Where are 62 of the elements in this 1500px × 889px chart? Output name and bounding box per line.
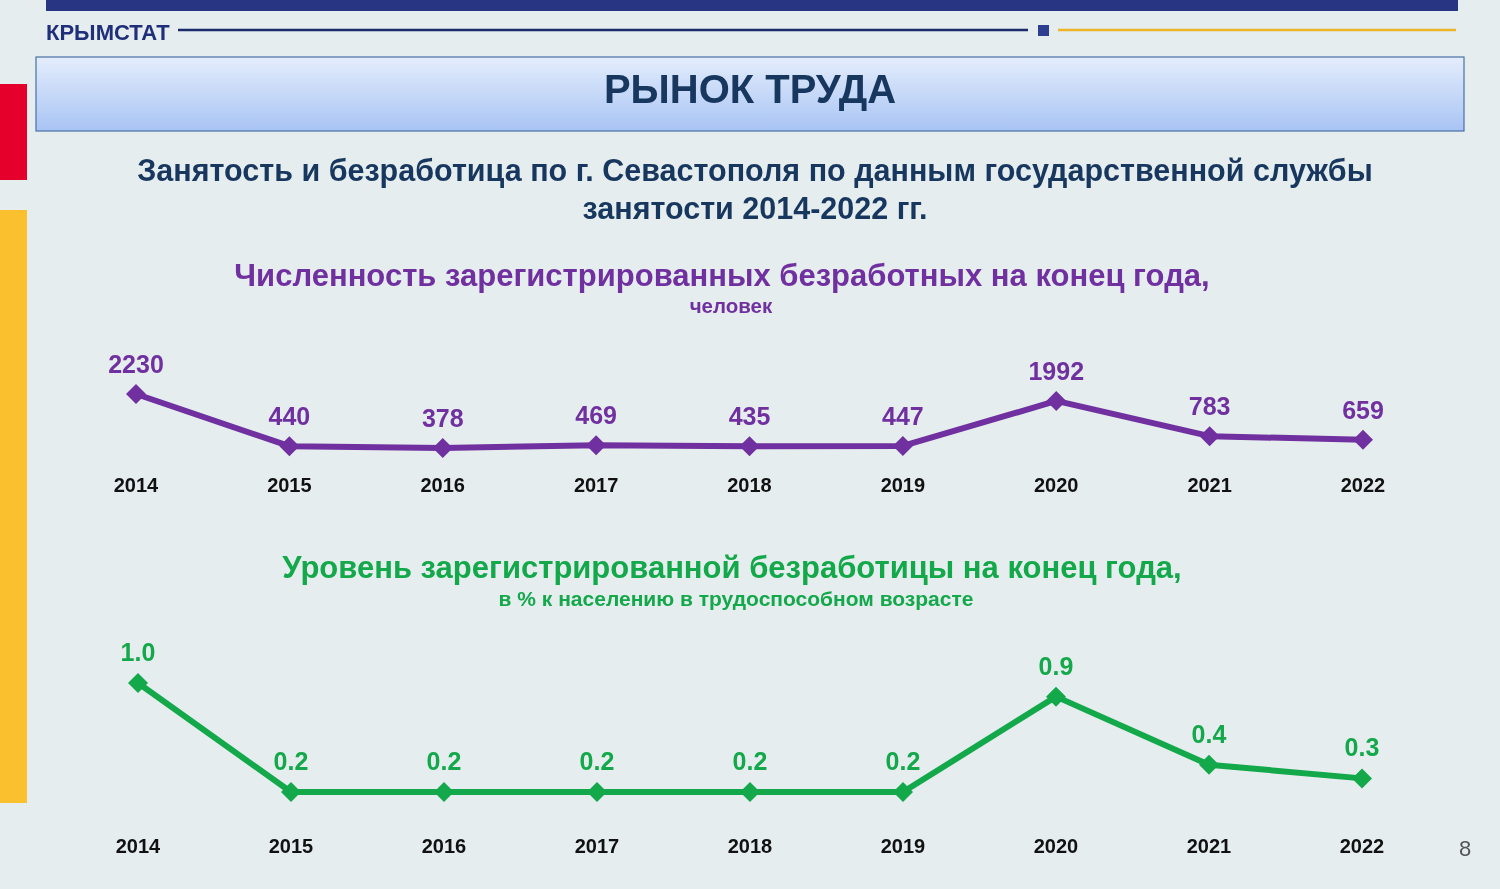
x-tick-label: 2014 [113,474,160,496]
data-label: 1992 [1028,356,1085,385]
x-tick-label: 2021 [1187,474,1232,496]
point [739,436,760,457]
data-label: 783 [1188,392,1231,421]
point [281,782,301,802]
point [1046,686,1066,707]
chart-title: Численность зарегистрированных безработных на конец года, [234,258,1210,293]
data-label: 447 [882,401,924,430]
x-tick-label: 2021 [1186,835,1232,857]
point [893,782,913,802]
x-tick-label: 2022 [1340,474,1386,496]
data-label: 0.2 [426,747,462,775]
x-tick-label: 2015 [267,474,312,496]
point [1199,754,1219,775]
data-label: 0.4 [1191,719,1227,748]
point [434,782,454,802]
data-label: 378 [421,404,464,432]
x-tick-label: 2014 [115,835,162,857]
text: Занятость и безработица по г. Севастополя по данным государственной службы занятости 2014-2022 гг. [137,153,1373,225]
x-tick-label: 2022 [1339,835,1385,857]
chart-subtitle: в % к населению в трудоспособном возрасте [498,587,974,610]
data-label: 0.2 [273,747,309,775]
data-label: 1.0 [120,638,156,666]
x-tick-label: 2018 [727,474,772,496]
text: КРЫМСТАТ [46,20,171,45]
point [128,673,148,693]
point [1046,390,1067,411]
text: 8 [1458,836,1472,861]
point [1352,768,1372,789]
data-label: 659 [1342,395,1384,424]
x-tick-label: 2019 [880,835,926,857]
point [126,384,146,404]
data-label: 2230 [108,350,164,378]
data-label: 0.2 [579,747,615,775]
x-tick-label: 2016 [420,474,465,496]
data-label: 0.2 [885,747,921,775]
data-label: 0.3 [1344,733,1380,762]
chart-title: Уровень зарегистрированной безработицы на конец года, [282,550,1182,585]
x-tick-label: 2018 [727,835,773,857]
x-tick-label: 2015 [268,835,314,857]
data-label: 469 [575,401,617,430]
x-tick-label: 2017 [574,835,620,857]
point [586,435,607,456]
x-tick-label: 2020 [1033,835,1079,857]
x-tick-label: 2020 [1034,474,1079,496]
point [1199,426,1220,447]
point [279,436,300,457]
data-label: 435 [728,402,771,431]
point [740,782,760,802]
x-tick-label: 2017 [573,474,619,496]
data-label: 440 [268,402,311,431]
x-tick-label: 2019 [880,474,926,496]
text: РЫНОК ТРУДА [603,67,897,111]
data-label: 0.9 [1038,651,1074,680]
point [1353,429,1373,450]
x-tick-label: 2016 [421,835,467,857]
chart-subtitle: человек [689,294,774,317]
data-label: 0.2 [732,747,768,775]
point [892,435,913,456]
point [432,438,453,458]
point [587,782,607,802]
